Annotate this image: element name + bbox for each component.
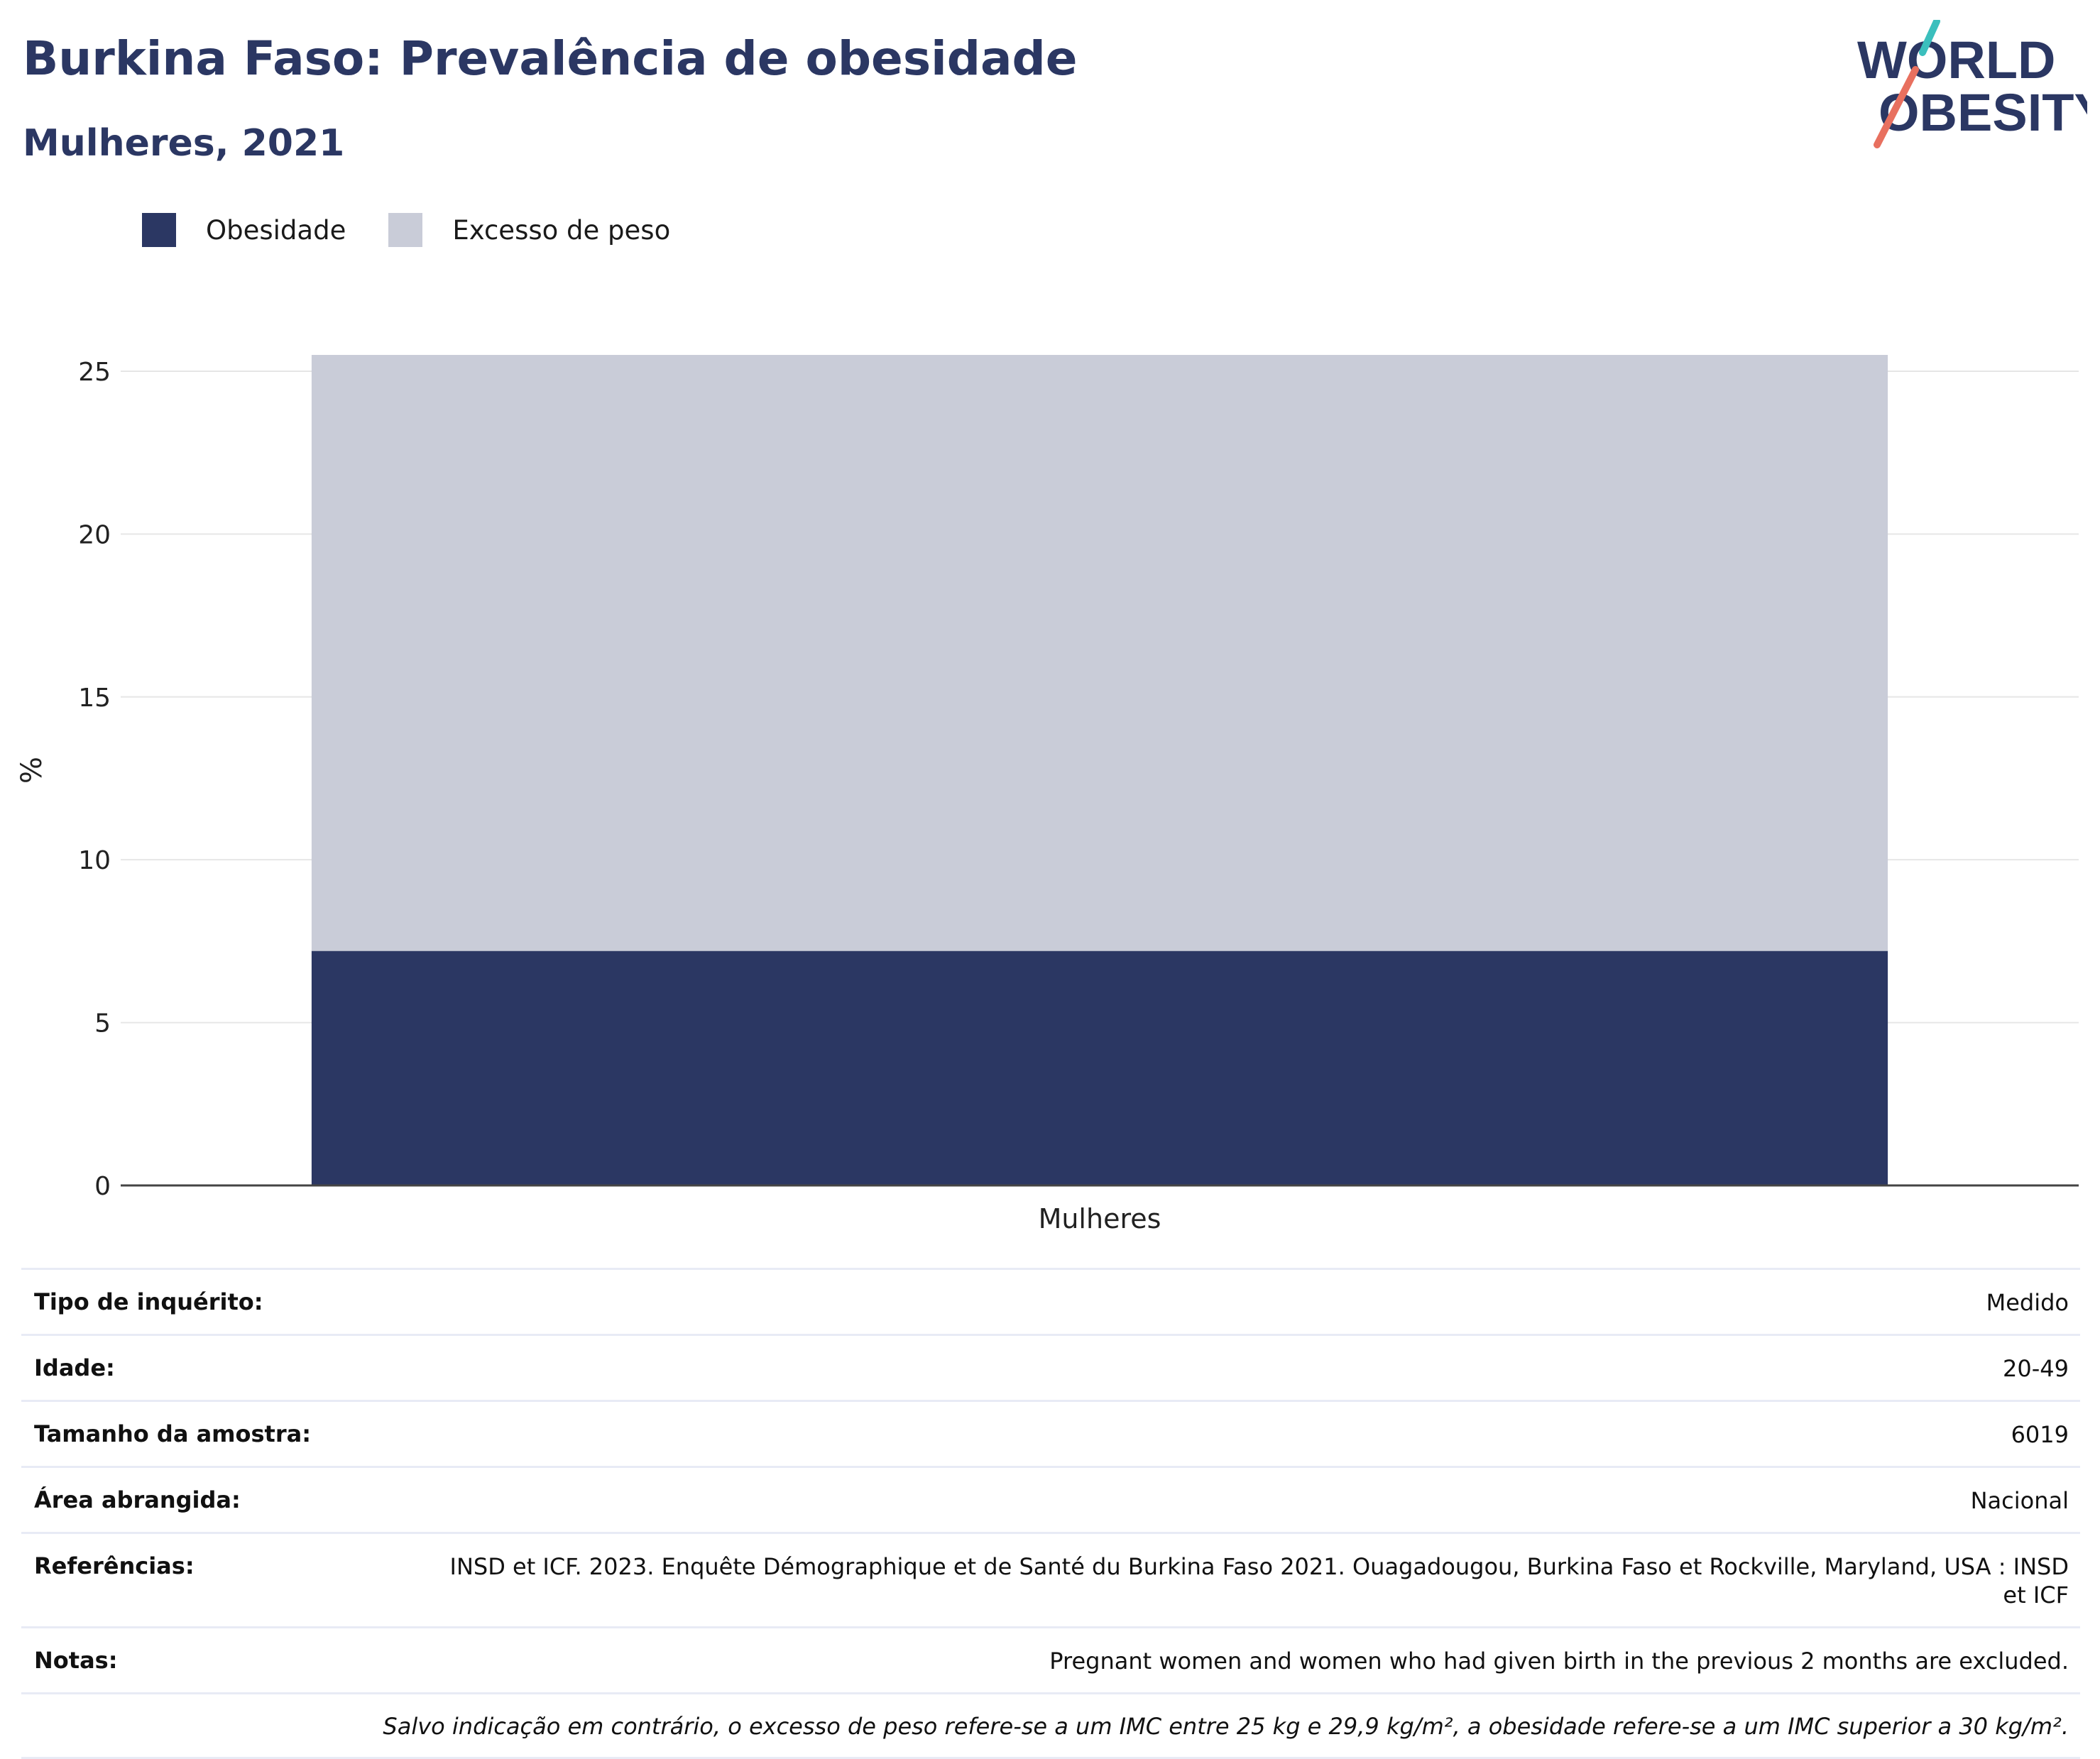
info-label: Idade: xyxy=(34,1354,115,1381)
legend-swatch-overweight xyxy=(388,213,423,247)
chart-subtitle: Mulheres, 2021 xyxy=(23,122,345,165)
chart-title: Burkina Faso: Prevalência de obesidade xyxy=(23,31,1078,86)
info-label: Tamanho da amostra: xyxy=(34,1420,311,1447)
info-row-age: Idade: 20-49 xyxy=(21,1334,2080,1400)
info-label: Notas: xyxy=(34,1647,118,1674)
logo-coral-slash xyxy=(1874,66,1919,148)
y-axis-label: % xyxy=(16,757,48,784)
bmi-definition-footnote: Salvo indicação em contrário, o excesso … xyxy=(383,1713,2069,1740)
logo-word-2: OBESITY xyxy=(1878,83,2087,142)
survey-info-table: Tipo de inquérito: Medido Idade: 20-49 T… xyxy=(21,1268,2080,1759)
info-label: Tipo de inquérito: xyxy=(34,1288,263,1315)
info-value: Pregnant women and women who had given b… xyxy=(1049,1648,2069,1675)
info-row-sample-size: Tamanho da amostra: 6019 xyxy=(21,1400,2080,1466)
info-value: 20-49 xyxy=(2003,1355,2069,1382)
info-row-footnote: Salvo indicação em contrário, o excesso … xyxy=(21,1692,2080,1759)
bar-segment-obesity xyxy=(311,950,1888,1185)
y-tick-label: 15 xyxy=(78,684,111,713)
legend-swatch-obesity xyxy=(142,213,176,247)
info-value: INSD et ICF. 2023. Enquête Démographique… xyxy=(449,1553,2069,1609)
stacked-bar-chart: 0 5 10 15 20 25 Mulheres% xyxy=(16,355,2079,1234)
legend-label-obesity: Obesidade xyxy=(206,214,346,246)
info-value: Nacional xyxy=(1970,1487,2069,1514)
x-tick-label: Mulheres xyxy=(1039,1203,1161,1234)
y-tick-label: 10 xyxy=(78,846,111,875)
y-tick-label: 5 xyxy=(94,1009,111,1039)
y-tick-label: 20 xyxy=(78,520,111,549)
logo-word-1: WORLD xyxy=(1857,31,2056,89)
legend-item-overweight[interactable]: Excesso de peso xyxy=(388,213,670,247)
legend-label-overweight: Excesso de peso xyxy=(452,214,671,246)
bar-segment-overweight xyxy=(311,355,1888,951)
chart-legend: Obesidade Excesso de peso xyxy=(142,210,713,250)
info-row-references: Referências: INSD et ICF. 2023. Enquête … xyxy=(21,1532,2080,1626)
info-row-area: Área abrangida: Nacional xyxy=(21,1466,2080,1532)
y-tick-label: 25 xyxy=(78,358,111,387)
legend-item-obesity[interactable]: Obesidade xyxy=(142,213,346,247)
info-label: Área abrangida: xyxy=(34,1486,241,1513)
logo-teal-slash xyxy=(1919,20,1940,56)
y-tick-label: 0 xyxy=(94,1172,111,1201)
info-row-notes: Notas: Pregnant women and women who had … xyxy=(21,1626,2080,1692)
info-row-survey-type: Tipo de inquérito: Medido xyxy=(21,1268,2080,1334)
info-value: 6019 xyxy=(2011,1421,2069,1448)
info-value: Medido xyxy=(1986,1289,2069,1316)
info-label: Referências: xyxy=(34,1552,195,1579)
world-obesity-logo: WORLD OBESITY xyxy=(1857,20,2087,148)
